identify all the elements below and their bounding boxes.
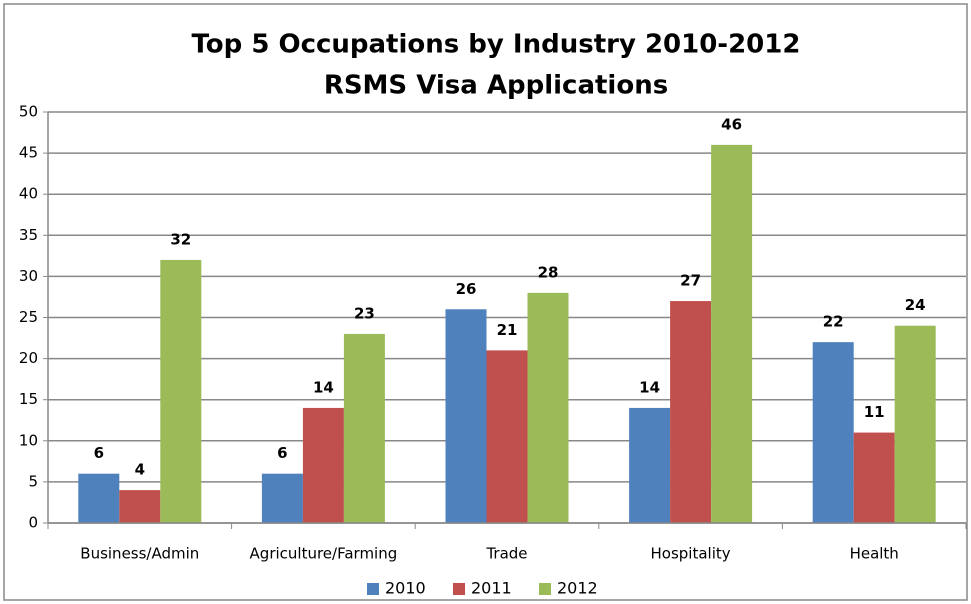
value-label: 26: [456, 280, 477, 298]
legend-swatch: [367, 583, 379, 595]
value-label: 14: [639, 378, 660, 396]
bar: [343, 333, 385, 523]
y-tick-label: 20: [19, 349, 38, 367]
y-tick-label: 0: [28, 514, 38, 532]
value-label: 6: [94, 444, 104, 462]
value-label: 22: [823, 313, 844, 331]
x-tick-label: Health: [850, 545, 899, 563]
y-tick-label: 40: [19, 185, 38, 203]
y-tick-label: 15: [19, 390, 38, 408]
bar: [812, 342, 854, 523]
value-label: 46: [721, 115, 742, 133]
bar: [119, 490, 161, 523]
bar: [711, 144, 753, 523]
x-tick-label: Business/Admin: [80, 545, 199, 563]
value-label: 28: [538, 263, 559, 281]
value-label: 27: [680, 272, 701, 290]
legend-label: 2011: [471, 579, 512, 598]
bar: [853, 432, 895, 523]
x-tick-label: Hospitality: [651, 545, 731, 563]
y-tick-label: 35: [19, 226, 38, 244]
y-tick-label: 50: [19, 103, 38, 121]
value-label: 21: [497, 321, 518, 339]
value-label: 14: [313, 378, 334, 396]
chart-title: Top 5 Occupations by Industry 2010-2012: [192, 30, 801, 60]
legend-swatch: [539, 583, 551, 595]
legend-label: 2010: [385, 579, 426, 598]
bar: [894, 325, 936, 523]
bar: [486, 350, 528, 523]
y-tick-label: 10: [19, 431, 38, 449]
y-tick-label: 5: [28, 472, 38, 490]
bar: [445, 309, 487, 523]
bar: [629, 407, 671, 523]
bar: [527, 292, 569, 523]
bar: [261, 473, 303, 523]
y-tick-label: 25: [19, 308, 38, 326]
x-tick-label: Trade: [485, 545, 527, 563]
chart-subtitle: RSMS Visa Applications: [324, 71, 668, 101]
x-tick-label: Agriculture/Farming: [250, 545, 398, 563]
value-label: 23: [354, 304, 375, 322]
bar: [78, 473, 120, 523]
legend-swatch: [453, 583, 465, 595]
bar: [160, 259, 202, 523]
legend-label: 2012: [557, 579, 598, 598]
y-tick-label: 45: [19, 144, 38, 162]
value-label: 6: [277, 444, 287, 462]
value-label: 11: [864, 403, 885, 421]
value-label: 4: [135, 461, 145, 479]
y-tick-label: 30: [19, 267, 38, 285]
value-label: 24: [905, 296, 926, 314]
bar: [302, 407, 344, 523]
value-label: 32: [170, 230, 191, 248]
bar: [670, 301, 712, 523]
